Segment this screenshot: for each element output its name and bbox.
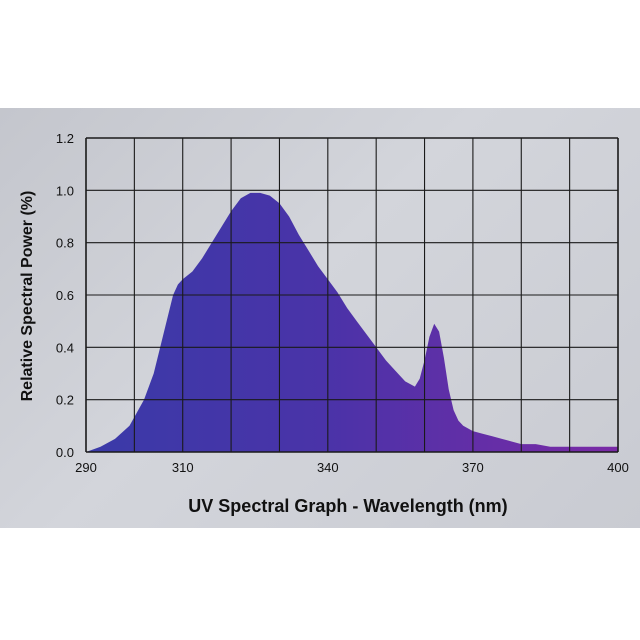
y-tick-label: 0.8 (56, 236, 74, 251)
x-tick-label: 370 (462, 460, 484, 475)
x-tick-label: 310 (172, 460, 194, 475)
x-tick-label: 340 (317, 460, 339, 475)
y-tick-label: 1.0 (56, 183, 74, 198)
x-tick-label: 290 (75, 460, 97, 475)
area-layer (86, 192, 618, 452)
y-tick-label: 0.0 (56, 445, 74, 460)
grid-layer (85, 137, 619, 453)
spectral-area (86, 192, 618, 452)
y-tick-label: 0.6 (56, 288, 74, 303)
y-axis-title: Relative Spectral Power (%) (19, 191, 36, 402)
x-tick-label: 400 (607, 460, 629, 475)
y-tick-label: 1.2 (56, 131, 74, 146)
y-tick-label: 0.2 (56, 393, 74, 408)
y-tick-label: 0.4 (56, 340, 74, 355)
x-axis-title: UV Spectral Graph - Wavelength (nm) (188, 496, 507, 516)
tick-layer: 0.0 0.2 0.4 0.6 0.8 1.0 1.2 290 310 340 370 400 (56, 131, 629, 475)
